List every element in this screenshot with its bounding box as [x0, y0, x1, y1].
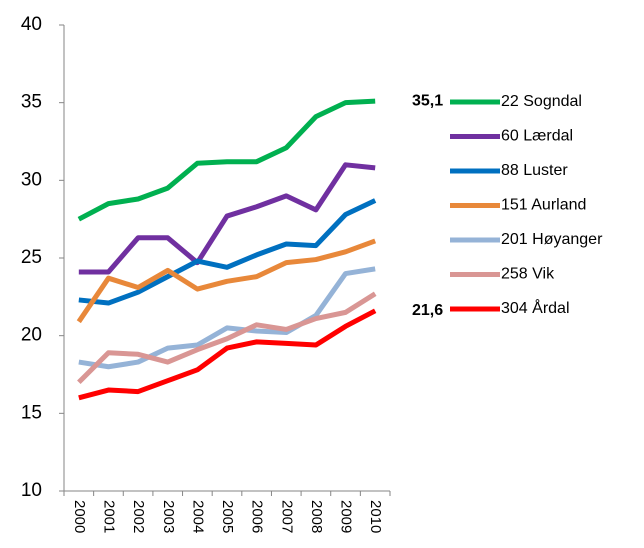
- legend-label: 258 Vik: [501, 266, 555, 283]
- legend-label: 201 Høyanger: [501, 231, 603, 248]
- legend-label: 22 Sogndal: [501, 93, 582, 110]
- y-tick-label: 30: [21, 169, 42, 190]
- x-tick-label: 2009: [338, 500, 355, 533]
- series-line: [78, 266, 376, 370]
- series-line: [77, 291, 377, 385]
- x-tick-label: 2003: [160, 500, 177, 533]
- x-tick-label: 2008: [308, 500, 325, 533]
- legend-label: 60 Lærdal: [501, 128, 573, 145]
- y-tick-label: 25: [21, 247, 42, 268]
- x-tick-label: 2007: [278, 500, 295, 533]
- legend-label: 151 Aurland: [501, 197, 586, 214]
- y-tick-label: 20: [21, 325, 42, 346]
- annotation: 35,1: [412, 92, 443, 109]
- x-tick-label: 2004: [189, 500, 206, 533]
- x-tick-label: 2001: [100, 500, 117, 533]
- series-line: [78, 308, 377, 401]
- legend-label: 88 Luster: [501, 162, 568, 179]
- series-line: [78, 162, 376, 275]
- y-tick-label: 10: [21, 480, 42, 501]
- annotation: 21,6: [412, 302, 443, 319]
- series-line: [76, 238, 377, 324]
- x-tick-label: 2000: [71, 500, 88, 533]
- series-line: [77, 98, 376, 222]
- x-tick-label: 2006: [249, 500, 266, 533]
- legend-label: 304 Årdal: [501, 298, 570, 317]
- x-tick-label: 2005: [219, 500, 236, 533]
- y-tick-label: 35: [21, 92, 42, 113]
- x-tick-label: 2010: [367, 500, 384, 533]
- series-line: [78, 198, 377, 306]
- y-tick-label: 15: [21, 402, 42, 423]
- y-tick-label: 40: [21, 14, 42, 35]
- x-tick-label: 2002: [130, 500, 147, 533]
